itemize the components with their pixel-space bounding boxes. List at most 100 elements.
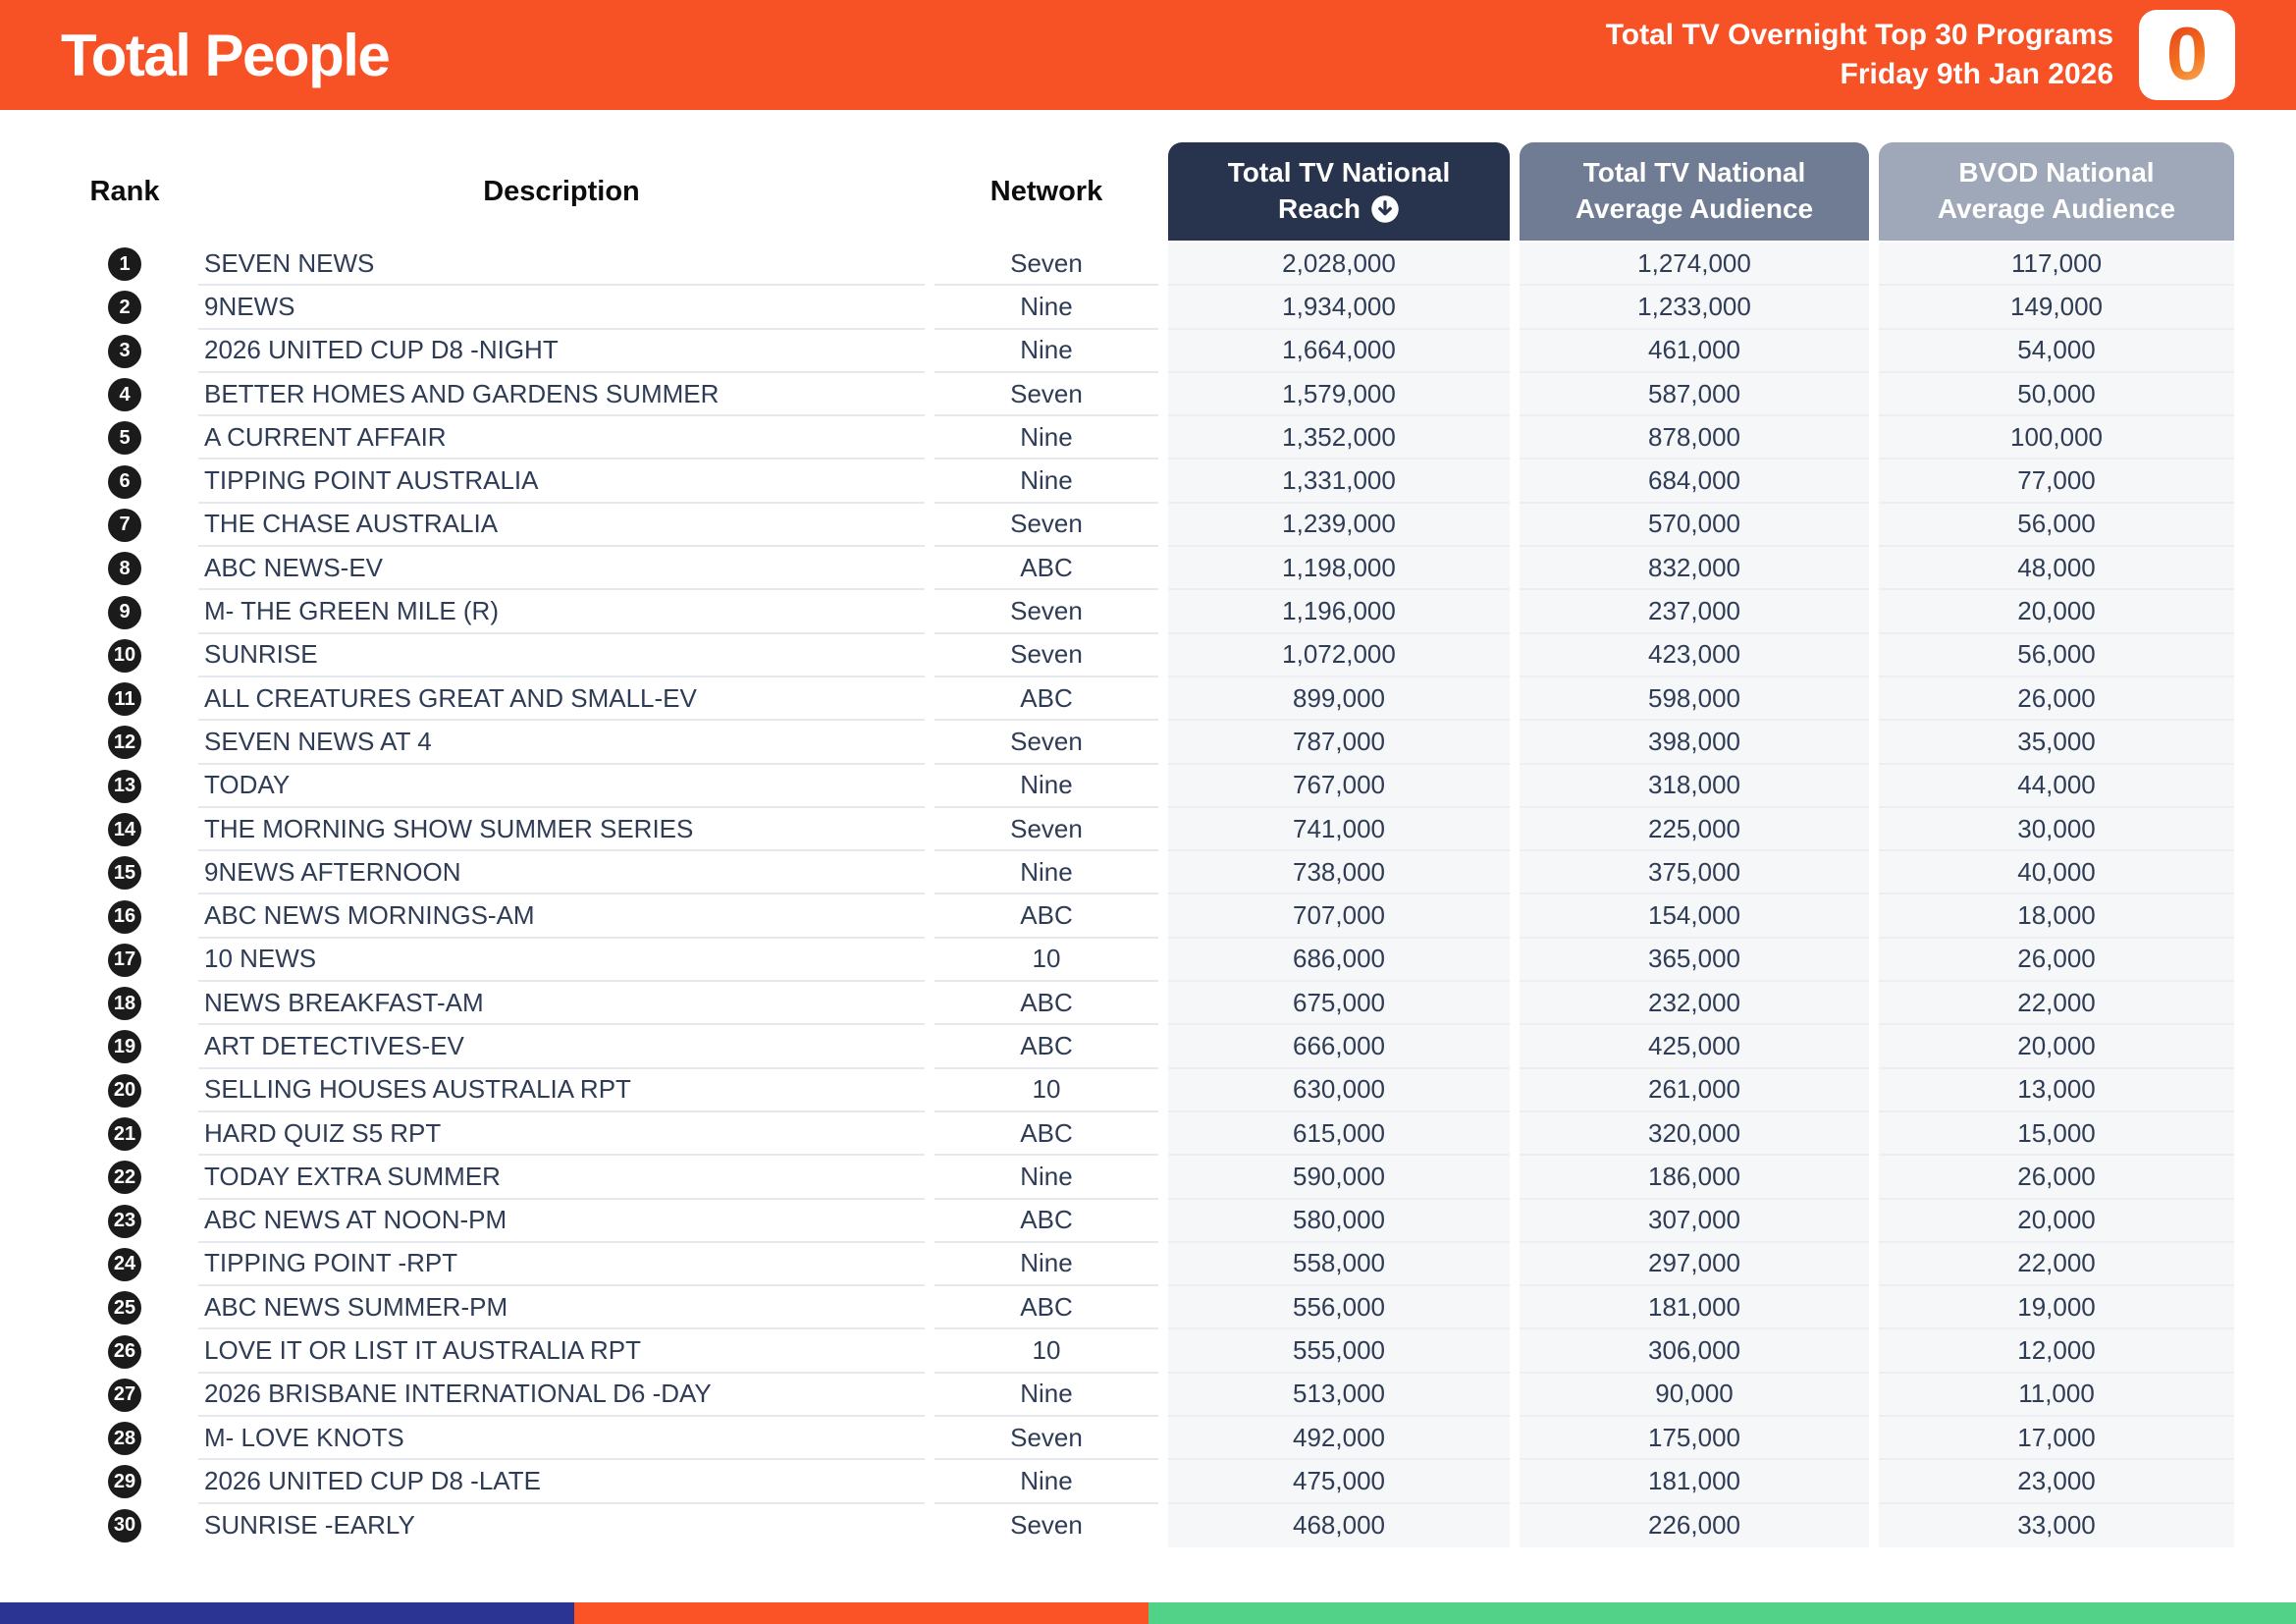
rank-badge: 7 bbox=[108, 508, 141, 542]
rank-cell: 2 bbox=[61, 286, 188, 329]
bvod-audience-cell: 77,000 bbox=[1879, 460, 2234, 504]
table-row: 12 SEVEN NEWS AT 4 Seven 787,000 398,000 35,0… bbox=[61, 721, 2234, 765]
rank-badge: 16 bbox=[108, 899, 141, 934]
avg-audience-cell: 598,000 bbox=[1520, 677, 1869, 722]
description-cell: 9NEWS AFTERNOON bbox=[198, 851, 925, 895]
rank-cell: 10 bbox=[61, 634, 188, 677]
reach-cell: 1,934,000 bbox=[1168, 286, 1510, 330]
description-cell: ALL CREATURES GREAT AND SMALL-EV bbox=[198, 677, 925, 722]
rank-cell: 3 bbox=[61, 330, 188, 373]
avg-audience-cell: 225,000 bbox=[1520, 807, 1869, 852]
network-cell: Seven bbox=[934, 1417, 1158, 1461]
logo-zero-glyph: 0 bbox=[2165, 13, 2209, 96]
bvod-audience-cell: 33,000 bbox=[1879, 1503, 2234, 1547]
description-cell: TIPPING POINT AUSTRALIA bbox=[198, 460, 925, 504]
network-cell: Seven bbox=[1010, 1510, 1083, 1541]
sort-descending-icon bbox=[1370, 194, 1400, 224]
avg-audience-cell: 307,000 bbox=[1520, 1199, 1869, 1243]
bvod-audience-cell: 15,000 bbox=[1879, 1111, 2234, 1157]
avg-audience-cell: 398,000 bbox=[1520, 721, 1869, 765]
rank-badge: 1 bbox=[108, 247, 141, 282]
reach-cell: 1,579,000 bbox=[1168, 372, 1510, 417]
table-row: 11 ALL CREATURES GREAT AND SMALL-EV ABC 899… bbox=[61, 677, 2234, 722]
footer-color-bar bbox=[0, 1602, 2296, 1624]
report-title: Total TV Overnight Top 30 Programs bbox=[1605, 18, 2113, 51]
table-row: 14 THE MORNING SHOW SUMMER SERIES Seven 741… bbox=[61, 807, 2234, 852]
reach-cell: 1,352,000 bbox=[1168, 416, 1510, 460]
description-cell: THE MORNING SHOW SUMMER SERIES bbox=[198, 808, 925, 852]
rank-cell: 27 bbox=[61, 1374, 188, 1417]
description-cell: ABC NEWS AT NOON-PM bbox=[198, 1200, 925, 1243]
footer-segment-green bbox=[1148, 1602, 2296, 1624]
network-cell: ABC bbox=[934, 1112, 1158, 1157]
table-row: 13 TODAY Nine 767,000 318,000 44,000 bbox=[61, 764, 2234, 808]
description-cell: HARD QUIZ S5 RPT bbox=[198, 1112, 925, 1157]
avg-audience-cell: 587,000 bbox=[1520, 372, 1869, 417]
bvod-audience-cell: 12,000 bbox=[1879, 1329, 2234, 1374]
network-cell: Nine bbox=[934, 330, 1158, 373]
bvod-audience-cell: 26,000 bbox=[1879, 1156, 2234, 1200]
rank-badge: 14 bbox=[108, 813, 141, 846]
network-cell: 10 bbox=[934, 939, 1158, 983]
reach-cell: 675,000 bbox=[1168, 982, 1510, 1026]
rank-badge: 24 bbox=[108, 1247, 141, 1281]
avg-audience-cell: 878,000 bbox=[1520, 416, 1869, 460]
description-cell: SELLING HOUSES AUSTRALIA RPT bbox=[198, 1069, 925, 1112]
bvod-audience-cell: 20,000 bbox=[1879, 1025, 2234, 1069]
table-row: 17 10 NEWS 10 686,000 365,000 26,000 bbox=[61, 938, 2234, 983]
reach-cell: 1,072,000 bbox=[1168, 633, 1510, 677]
rank-badge: 30 bbox=[108, 1508, 141, 1543]
rank-badge: 12 bbox=[108, 726, 141, 760]
description-cell: ABC NEWS MORNINGS-AM bbox=[198, 894, 925, 939]
bvod-audience-cell: 17,000 bbox=[1879, 1417, 2234, 1461]
reach-cell: 1,664,000 bbox=[1168, 329, 1510, 373]
table-row: 10 SUNRISE Seven 1,072,000 423,000 56,000 bbox=[61, 633, 2234, 677]
bvod-audience-cell: 35,000 bbox=[1879, 721, 2234, 765]
table-row: 22 TODAY EXTRA SUMMER Nine 590,000 186,000 26… bbox=[61, 1156, 2234, 1200]
column-header-rank: Rank bbox=[89, 175, 160, 207]
avg-audience-cell: 237,000 bbox=[1520, 590, 1869, 634]
rank-badge: 6 bbox=[108, 464, 141, 499]
reach-cell: 741,000 bbox=[1168, 807, 1510, 852]
network-cell: 10 bbox=[934, 1329, 1158, 1374]
avg-audience-cell: 320,000 bbox=[1520, 1111, 1869, 1157]
reach-cell: 475,000 bbox=[1168, 1460, 1510, 1504]
avg-audience-cell: 232,000 bbox=[1520, 982, 1869, 1026]
footer-segment-orange bbox=[573, 1602, 1148, 1624]
rank-cell: 17 bbox=[61, 939, 188, 982]
network-cell: ABC bbox=[934, 1200, 1158, 1243]
column-header-reach[interactable]: Total TV National Reach bbox=[1168, 142, 1510, 241]
rank-badge: 11 bbox=[108, 682, 141, 717]
rank-cell: 19 bbox=[61, 1025, 188, 1068]
reach-cell: 2,028,000 bbox=[1168, 243, 1510, 287]
description-cell: A CURRENT AFFAIR bbox=[198, 416, 925, 460]
rank-cell: 4 bbox=[61, 373, 188, 416]
rank-cell: 14 bbox=[61, 808, 188, 851]
avg-audience-cell: 425,000 bbox=[1520, 1025, 1869, 1069]
avg-audience-cell: 318,000 bbox=[1520, 764, 1869, 808]
reach-cell: 738,000 bbox=[1168, 851, 1510, 895]
rank-cell: 24 bbox=[61, 1243, 188, 1286]
description-cell: SUNRISE bbox=[198, 634, 925, 677]
network-cell: ABC bbox=[934, 894, 1158, 939]
avg-audience-cell: 423,000 bbox=[1520, 633, 1869, 677]
reach-cell: 767,000 bbox=[1168, 764, 1510, 808]
rank-cell: 25 bbox=[61, 1286, 188, 1329]
network-cell: Nine bbox=[934, 286, 1158, 330]
rank-badge: 23 bbox=[108, 1204, 141, 1238]
bvod-audience-cell: 56,000 bbox=[1879, 503, 2234, 548]
table-row: 6 TIPPING POINT AUSTRALIA Nine 1,331,000 684… bbox=[61, 460, 2234, 504]
bvod-audience-cell: 22,000 bbox=[1879, 1242, 2234, 1287]
bvod-audience-cell: 100,000 bbox=[1879, 416, 2234, 460]
reach-cell: 590,000 bbox=[1168, 1156, 1510, 1200]
description-cell: 2026 UNITED CUP D8 -LATE bbox=[198, 1460, 925, 1504]
reach-cell: 615,000 bbox=[1168, 1111, 1510, 1157]
rank-badge: 27 bbox=[108, 1378, 141, 1412]
rank-cell: 11 bbox=[61, 677, 188, 721]
rank-badge: 22 bbox=[108, 1161, 141, 1195]
column-header-avg-audience: Total TV National Average Audience bbox=[1520, 142, 1869, 241]
bvod-audience-cell: 30,000 bbox=[1879, 807, 2234, 852]
rank-badge: 17 bbox=[108, 943, 141, 977]
table-row: 21 HARD QUIZ S5 RPT ABC 615,000 320,000 15,00… bbox=[61, 1111, 2234, 1157]
network-cell: Seven bbox=[934, 634, 1158, 677]
